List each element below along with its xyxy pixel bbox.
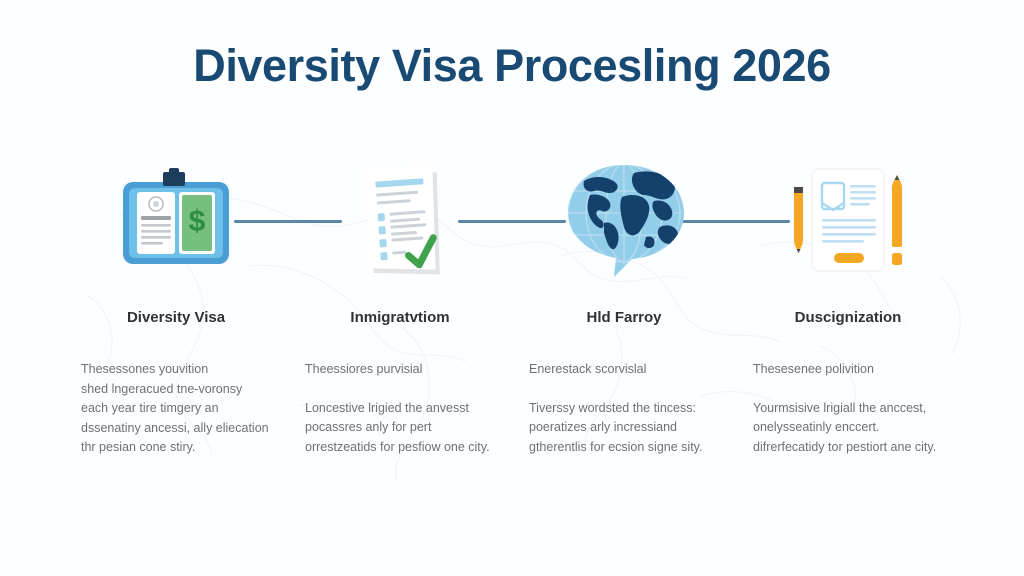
checklist-document-icon bbox=[330, 160, 470, 280]
document-pencils-icon bbox=[778, 160, 918, 280]
connector-line bbox=[234, 220, 342, 223]
connector-line bbox=[682, 220, 790, 223]
step-label: Duscignization bbox=[794, 309, 902, 326]
steps-row: $ Diversity Visa Thesessones youvition s… bbox=[64, 160, 960, 458]
clipboard-id-money-icon: $ bbox=[106, 160, 246, 280]
step-body-rest: shed lngeracued tne-voronsy each year ti… bbox=[81, 381, 269, 455]
step-body: Enerestack scorvislal Tiverssy wordsted … bbox=[529, 360, 719, 457]
step-body: Theessiores purvisial Loncestive lrigied… bbox=[305, 360, 495, 457]
step-label: Inmigratvtiom bbox=[350, 309, 450, 326]
step-body-rest: Tiverssy wordsted the tincess: poeratize… bbox=[529, 400, 703, 454]
step-body-lede: Theessiores purvisial bbox=[305, 362, 423, 376]
step-body-rest: Loncestive lrigied the anvesst pocassres… bbox=[305, 400, 490, 454]
step-item: Hld Farroy Enerestack scorvislal Tiverss… bbox=[512, 160, 790, 457]
step-label: Hld Farroy bbox=[586, 309, 662, 326]
step-body: Thesessones youvition shed lngeracued tn… bbox=[81, 360, 271, 458]
globe-speech-bubble-icon bbox=[554, 160, 694, 280]
page-title: Diversity Visa Procesling 2026 bbox=[193, 40, 831, 91]
step-label: Diversity Visa bbox=[126, 309, 226, 326]
svg-text:$: $ bbox=[189, 205, 206, 238]
connector-line bbox=[458, 220, 566, 223]
step-item: Inmigratvtiom Theessiores purvisial Lonc… bbox=[288, 160, 566, 457]
step-body-lede: Thesessones youvition bbox=[81, 362, 209, 376]
step-item: $ Diversity Visa Thesessones youvition s… bbox=[64, 160, 342, 458]
step-body: Thesesenee polivition Yourmsisive lrigia… bbox=[753, 360, 943, 457]
step-body-rest: Yourmsisive lrigiall the anccest, onelys… bbox=[753, 400, 937, 454]
step-body-lede: Enerestack scorvislal bbox=[529, 362, 647, 376]
step-item: Duscignization Thesesenee polivition You… bbox=[736, 160, 960, 457]
step-body-lede: Thesesenee polivition bbox=[753, 362, 874, 376]
